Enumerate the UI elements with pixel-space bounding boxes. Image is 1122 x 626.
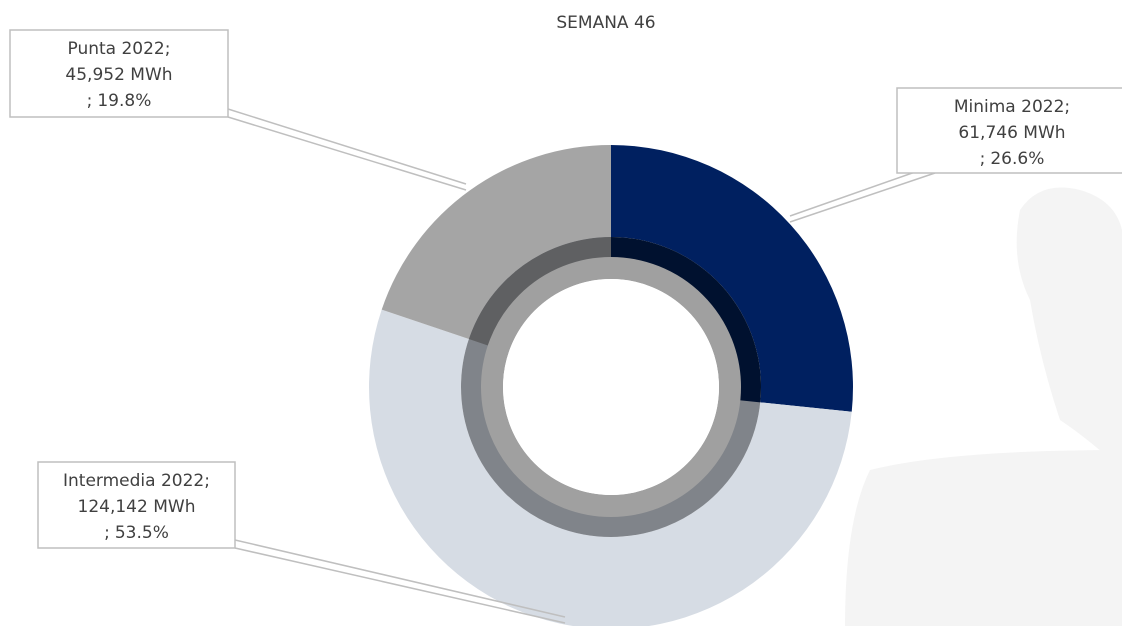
data-label: Minima 2022;: [954, 97, 1070, 117]
background-silhouette: [845, 187, 1122, 626]
leader-line: [234, 539, 566, 618]
data-label: ; 53.5%: [104, 523, 169, 543]
category-label: Minima 2022: [954, 97, 1065, 117]
data-label: ; 26.6%: [980, 149, 1045, 169]
inner-ring-light: [481, 257, 741, 517]
inner-ring-shade: [468, 237, 611, 347]
value-label: 124,142 MWh: [78, 497, 196, 517]
data-label: Punta 2022;: [68, 39, 171, 59]
leader-line: [234, 547, 566, 624]
donut-hole: [503, 279, 719, 495]
inner-ring-shade: [611, 237, 761, 403]
category-label: Punta 2022: [68, 39, 165, 59]
label-box: [896, 87, 1122, 174]
separator: ;: [980, 149, 986, 169]
leader-line: [227, 116, 467, 191]
donut-slice: [381, 145, 611, 340]
donut-slice: [611, 145, 853, 412]
category-label: Intermedia 2022: [63, 471, 204, 491]
leader-line: [227, 108, 467, 185]
chart-title: SEMANA 46: [556, 13, 655, 33]
donut-slice: [369, 309, 852, 626]
leader-line: [789, 172, 936, 223]
separator: ;: [87, 91, 93, 111]
separator: ;: [1064, 97, 1070, 117]
separator: ;: [104, 523, 110, 543]
data-label: Intermedia 2022;: [63, 471, 210, 491]
percent-label: 19.8%: [97, 91, 151, 111]
separator: ;: [165, 39, 171, 59]
data-label: ; 19.8%: [87, 91, 152, 111]
label-box: [9, 29, 229, 118]
percent-label: 53.5%: [115, 523, 169, 543]
value-label: 45,952 MWh: [65, 65, 172, 85]
value-label: 61,746 MWh: [958, 123, 1065, 143]
label-box: [37, 461, 236, 549]
percent-label: 26.6%: [990, 149, 1044, 169]
separator: ;: [204, 471, 210, 491]
